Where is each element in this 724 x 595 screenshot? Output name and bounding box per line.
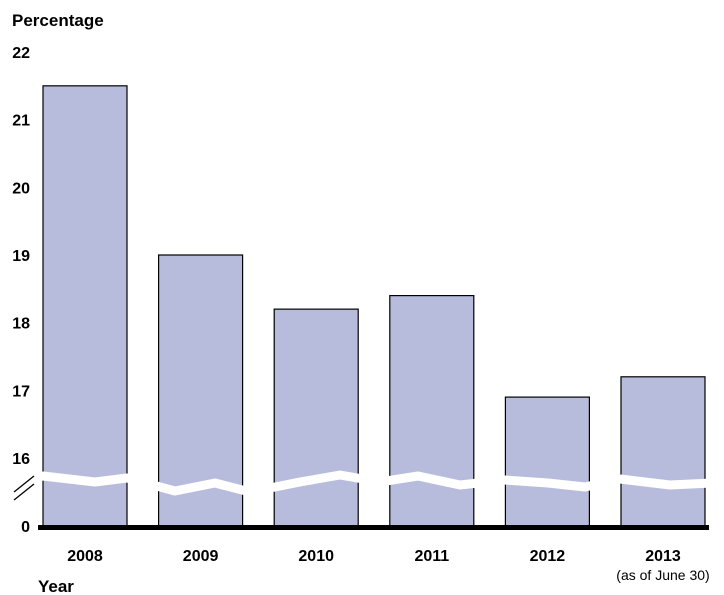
bar-2008 (42, 85, 128, 527)
y-tick-label: 0 (21, 519, 30, 536)
bar-2011 (389, 295, 475, 527)
x-tick-label: 2013 (645, 548, 681, 565)
x-axis-line (38, 525, 709, 530)
x-tick-label: 2010 (298, 548, 334, 565)
x-axis-label: Year (38, 577, 74, 595)
axis-break-mark (13, 483, 35, 501)
y-axis-label: Percentage (12, 11, 104, 30)
axis-break-band (16, 470, 713, 497)
y-tick-label: 17 (12, 383, 30, 400)
y-tick-label: 18 (12, 316, 30, 333)
y-tick-label: 20 (12, 180, 30, 197)
y-tick-label: 19 (12, 248, 30, 265)
x-tick-label: 2011 (414, 548, 449, 565)
y-tick-label: 16 (12, 451, 30, 468)
x-tick-label: 2008 (67, 548, 103, 565)
bar-2012 (504, 396, 590, 527)
y-tick-label: 22 (12, 45, 30, 62)
bar-2010 (273, 308, 359, 527)
x-tick-note: (as of June 30) (616, 567, 709, 583)
bar-2013 (620, 376, 706, 527)
y-tick-label: 21 (12, 113, 30, 130)
x-tick-label: 2009 (183, 548, 219, 565)
axis-break-mark (13, 475, 35, 493)
x-tick-label: 2012 (530, 548, 566, 565)
bar-2009 (158, 254, 244, 527)
